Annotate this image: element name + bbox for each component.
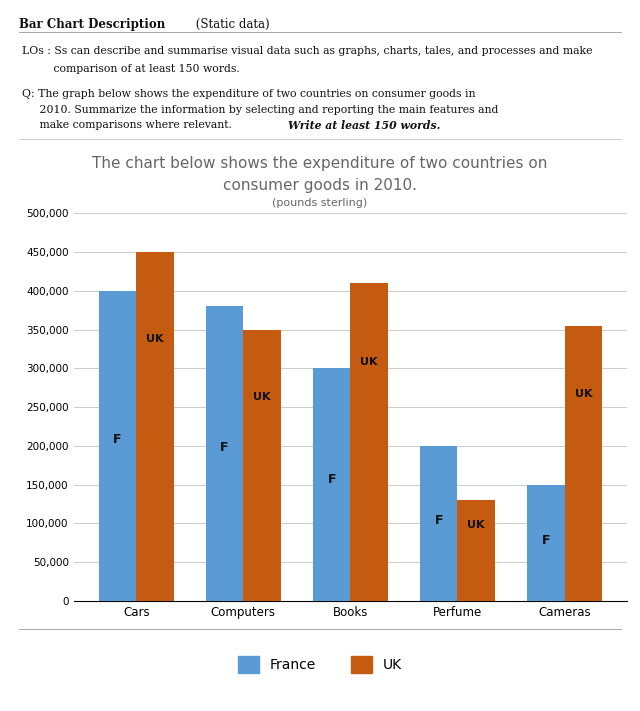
Text: UK: UK bbox=[146, 334, 164, 344]
Text: Write at least 150 words.: Write at least 150 words. bbox=[288, 120, 440, 131]
Bar bbox=[458, 500, 495, 601]
Text: (pounds sterling): (pounds sterling) bbox=[273, 198, 367, 208]
Bar bbox=[243, 330, 281, 601]
Text: F: F bbox=[435, 513, 443, 527]
Text: UK: UK bbox=[360, 358, 378, 368]
Text: consumer goods in 2010.: consumer goods in 2010. bbox=[223, 178, 417, 193]
Legend: France, UK: France, UK bbox=[238, 656, 402, 673]
Bar bbox=[420, 446, 458, 601]
Text: UK: UK bbox=[253, 392, 271, 402]
Text: make comparisons where relevant.: make comparisons where relevant. bbox=[22, 120, 236, 130]
Text: UK: UK bbox=[575, 390, 592, 400]
Bar bbox=[313, 368, 351, 601]
Bar bbox=[206, 306, 243, 601]
Text: LOs : Ss can describe and summarise visual data such as graphs, charts, tales, a: LOs : Ss can describe and summarise visu… bbox=[22, 46, 593, 56]
Text: comparison of at least 150 words.: comparison of at least 150 words. bbox=[22, 64, 240, 74]
Bar bbox=[564, 326, 602, 601]
Text: F: F bbox=[328, 474, 336, 486]
Text: F: F bbox=[113, 433, 122, 446]
Text: (Static data): (Static data) bbox=[192, 18, 269, 31]
Text: F: F bbox=[541, 534, 550, 547]
Bar bbox=[136, 252, 173, 601]
Bar bbox=[351, 283, 388, 601]
Bar bbox=[527, 485, 564, 601]
Bar bbox=[99, 291, 136, 601]
Text: Q: The graph below shows the expenditure of two countries on consumer goods in: Q: The graph below shows the expenditure… bbox=[22, 89, 476, 99]
Text: The chart below shows the expenditure of two countries on: The chart below shows the expenditure of… bbox=[92, 156, 548, 171]
Text: F: F bbox=[220, 441, 229, 454]
Text: Bar Chart Description: Bar Chart Description bbox=[19, 18, 166, 31]
Text: UK: UK bbox=[467, 520, 485, 530]
Text: 2010. Summarize the information by selecting and reporting the main features and: 2010. Summarize the information by selec… bbox=[22, 105, 499, 114]
